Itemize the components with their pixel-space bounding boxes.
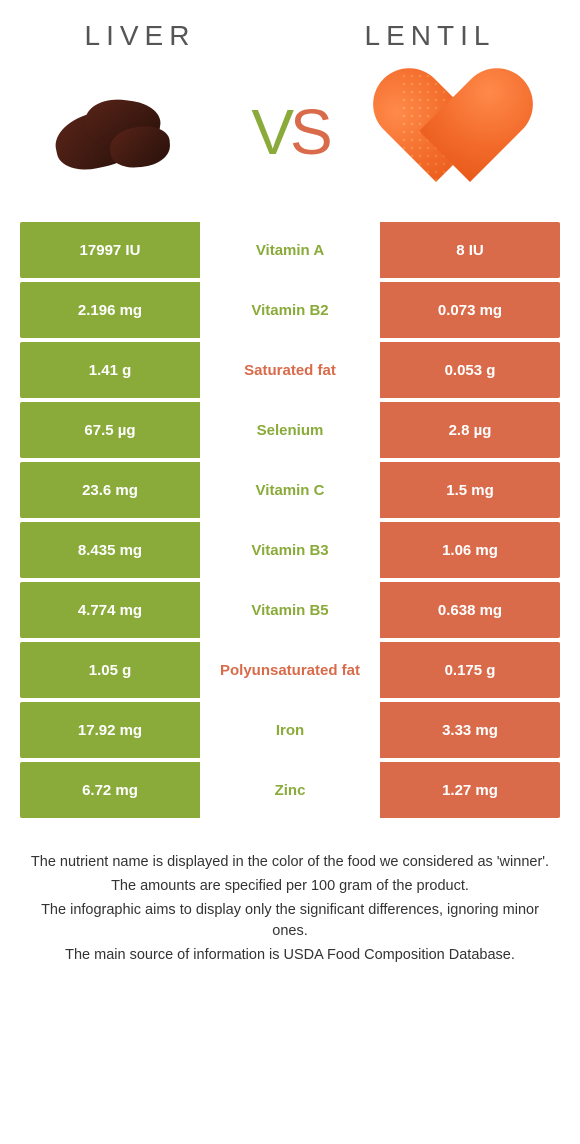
vs-label: VS: [251, 95, 328, 169]
footnotes: The nutrient name is displayed in the co…: [0, 822, 580, 967]
right-value: 1.27 mg: [380, 762, 560, 818]
nutrient-label: Saturated fat: [200, 342, 380, 398]
right-value: 1.06 mg: [380, 522, 560, 578]
right-value: 0.638 mg: [380, 582, 560, 638]
left-value: 1.41 g: [20, 342, 200, 398]
nutrient-label: Vitamin B2: [200, 282, 380, 338]
nutrient-table: 17997 IUVitamin A8 IU2.196 mgVitamin B20…: [0, 222, 580, 818]
right-food-title: Lentil: [365, 20, 496, 52]
left-value: 17997 IU: [20, 222, 200, 278]
right-value: 0.073 mg: [380, 282, 560, 338]
right-value: 0.175 g: [380, 642, 560, 698]
right-value: 1.5 mg: [380, 462, 560, 518]
left-value: 8.435 mg: [20, 522, 200, 578]
nutrient-label: Selenium: [200, 402, 380, 458]
header: Liver Lentil: [0, 0, 580, 62]
table-row: 2.196 mgVitamin B20.073 mg: [20, 282, 560, 338]
left-value: 67.5 µg: [20, 402, 200, 458]
footnote-line: The infographic aims to display only the…: [30, 900, 550, 944]
footnote-line: The nutrient name is displayed in the co…: [30, 852, 550, 874]
table-row: 6.72 mgZinc1.27 mg: [20, 762, 560, 818]
hero-section: VS: [0, 62, 580, 222]
left-value: 23.6 mg: [20, 462, 200, 518]
right-value: 0.053 g: [380, 342, 560, 398]
table-row: 1.41 gSaturated fat0.053 g: [20, 342, 560, 398]
footnote-line: The amounts are specified per 100 gram o…: [30, 876, 550, 898]
footnote-line: The main source of information is USDA F…: [30, 945, 550, 967]
nutrient-label: Iron: [200, 702, 380, 758]
table-row: 8.435 mgVitamin B31.06 mg: [20, 522, 560, 578]
left-value: 1.05 g: [20, 642, 200, 698]
table-row: 17997 IUVitamin A8 IU: [20, 222, 560, 278]
left-food-title: Liver: [85, 20, 196, 52]
nutrient-label: Zinc: [200, 762, 380, 818]
table-row: 1.05 gPolyunsaturated fat0.175 g: [20, 642, 560, 698]
nutrient-label: Polyunsaturated fat: [200, 642, 380, 698]
vs-v: V: [251, 96, 290, 168]
right-value: 8 IU: [380, 222, 560, 278]
left-value: 6.72 mg: [20, 762, 200, 818]
table-row: 4.774 mgVitamin B50.638 mg: [20, 582, 560, 638]
nutrient-label: Vitamin C: [200, 462, 380, 518]
liver-image: [30, 72, 190, 192]
right-value: 3.33 mg: [380, 702, 560, 758]
right-value: 2.8 µg: [380, 402, 560, 458]
table-row: 23.6 mgVitamin C1.5 mg: [20, 462, 560, 518]
left-value: 17.92 mg: [20, 702, 200, 758]
nutrient-label: Vitamin B3: [200, 522, 380, 578]
table-row: 67.5 µgSelenium2.8 µg: [20, 402, 560, 458]
left-value: 4.774 mg: [20, 582, 200, 638]
vs-s: S: [290, 96, 329, 168]
nutrient-label: Vitamin B5: [200, 582, 380, 638]
lentil-image: [390, 72, 550, 192]
nutrient-label: Vitamin A: [200, 222, 380, 278]
table-row: 17.92 mgIron3.33 mg: [20, 702, 560, 758]
left-value: 2.196 mg: [20, 282, 200, 338]
